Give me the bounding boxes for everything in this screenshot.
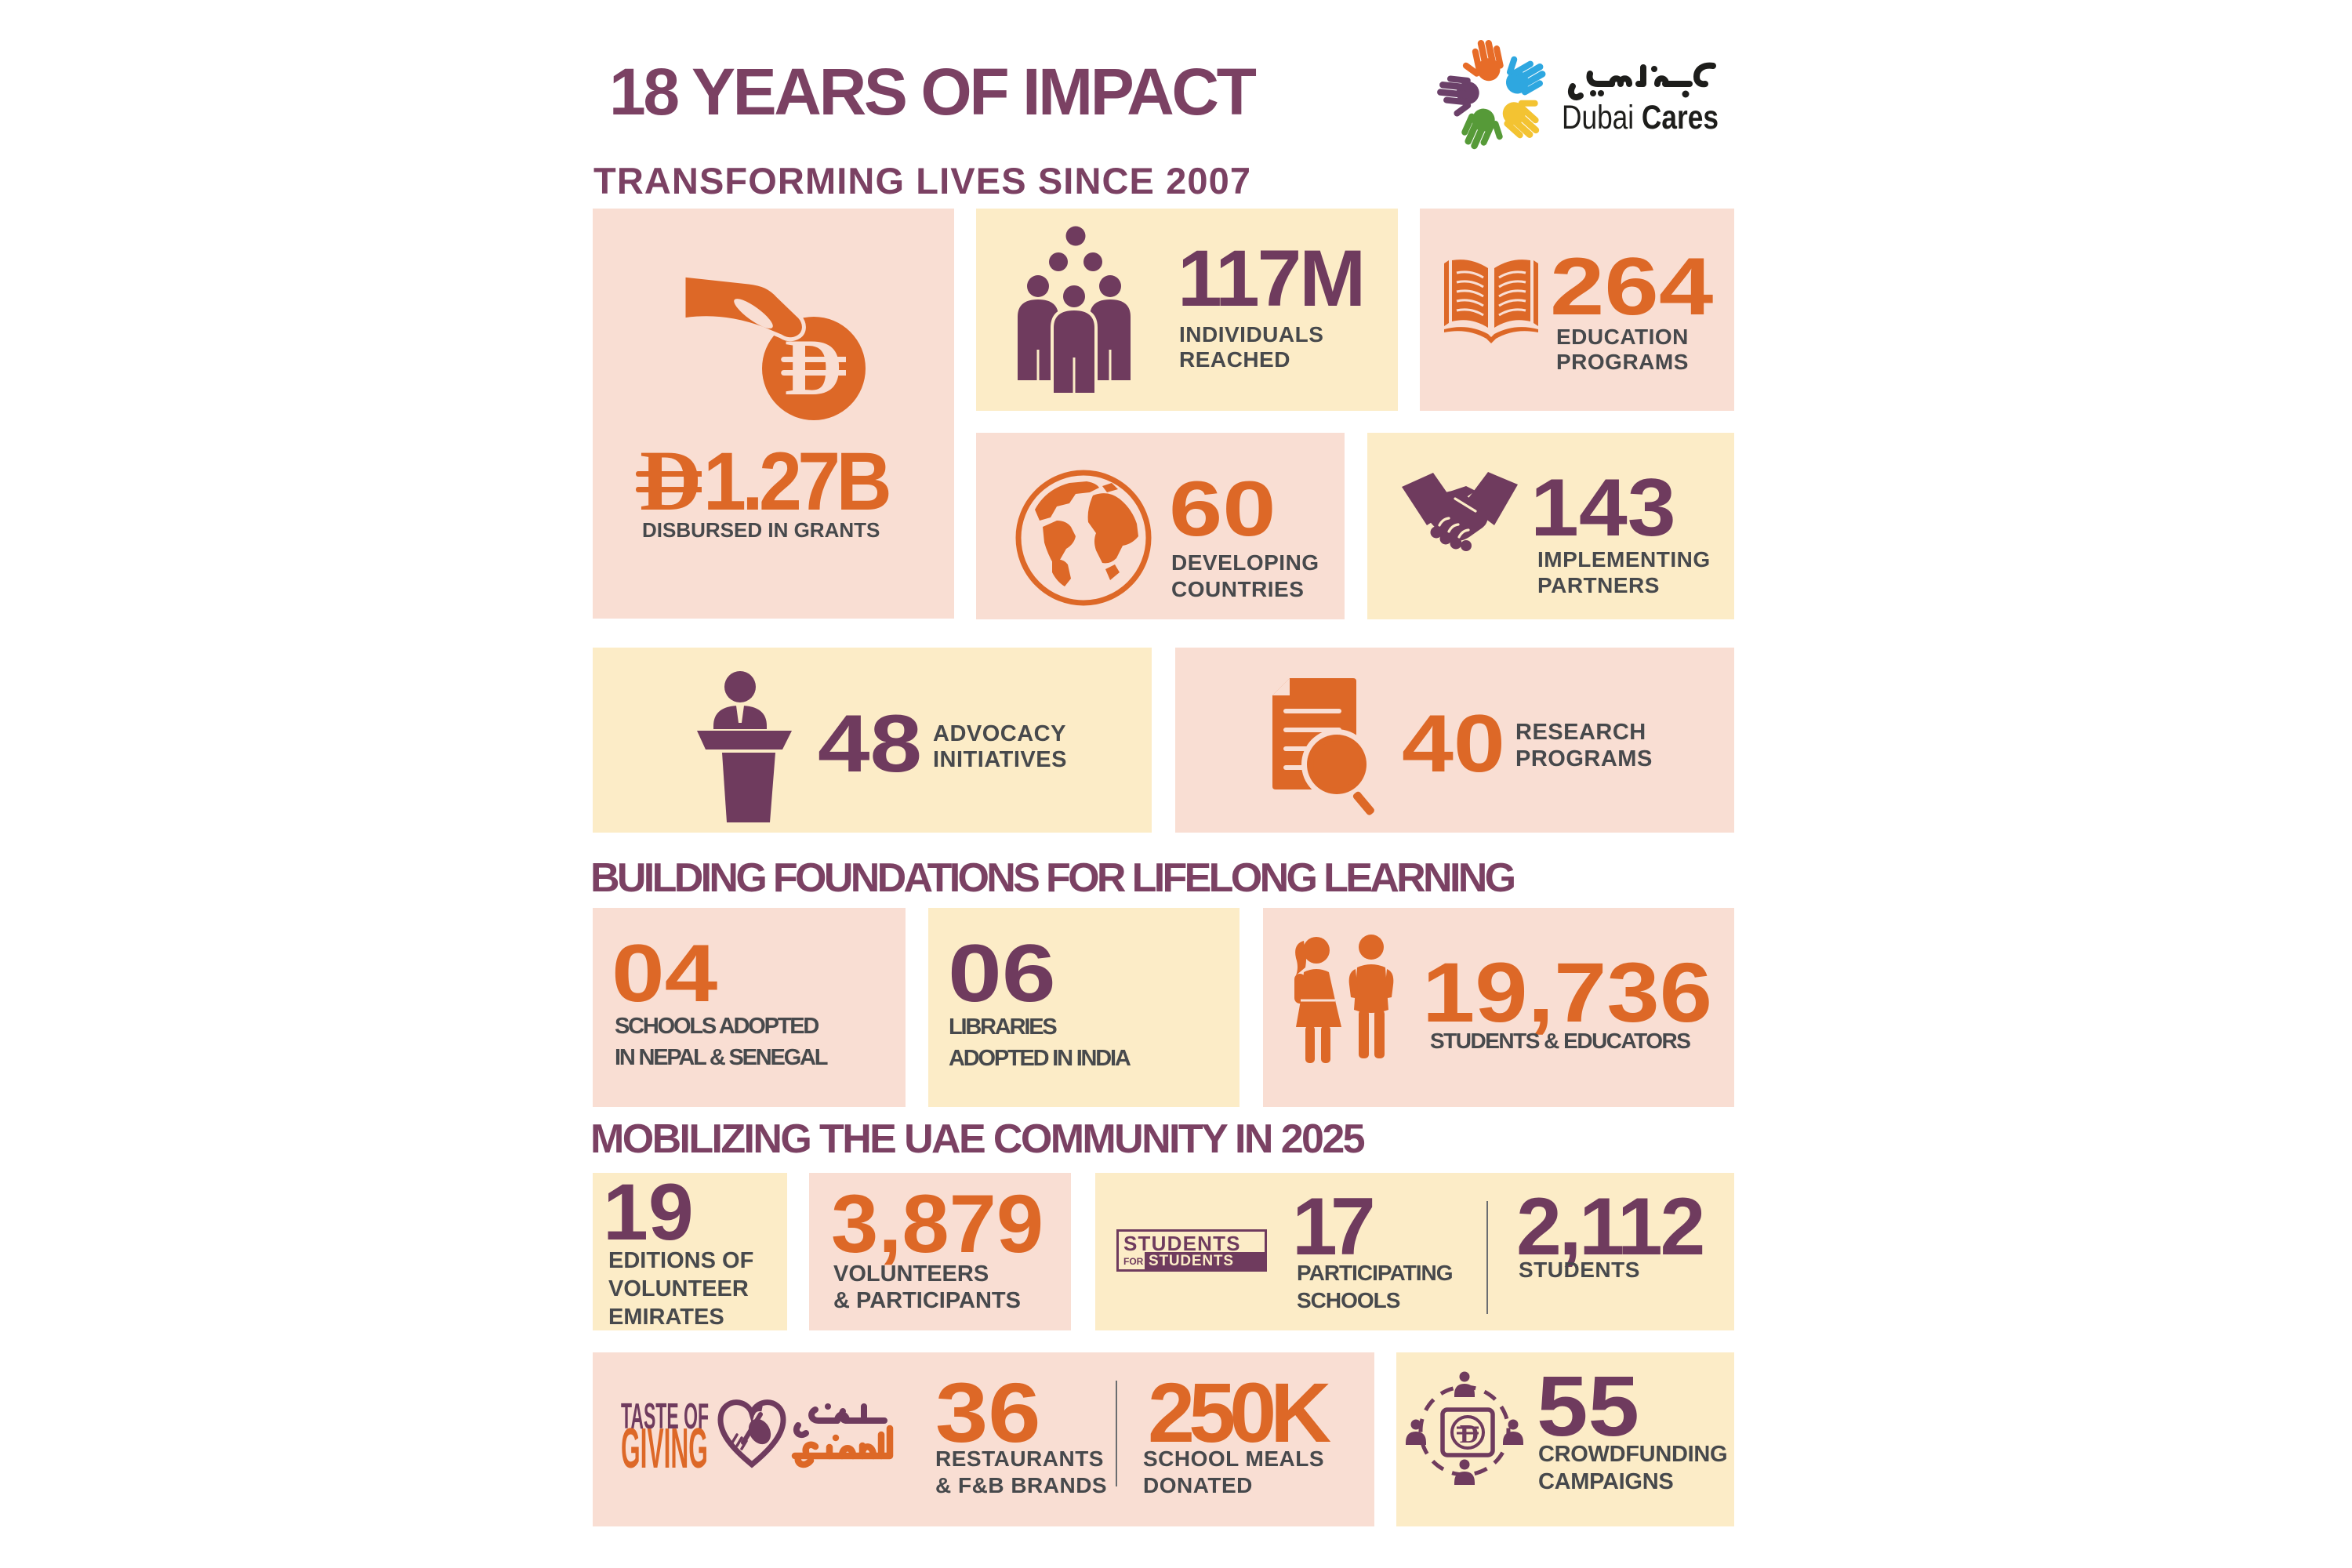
svg-text:D: D [640, 433, 702, 528]
